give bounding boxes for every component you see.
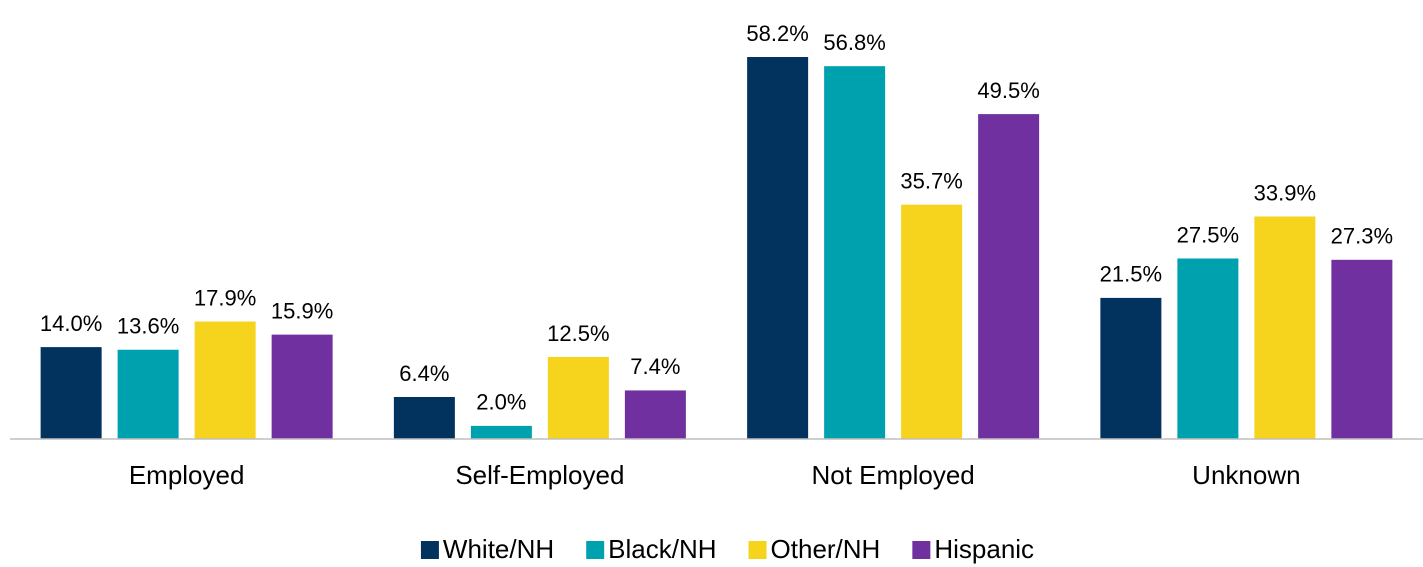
value-label: 6.4%: [399, 361, 449, 386]
legend-label: Other/NH: [771, 534, 881, 564]
value-label: 21.5%: [1100, 262, 1162, 287]
x-tick-label: Self-Employed: [455, 460, 624, 490]
legend-label: Black/NH: [608, 534, 716, 564]
value-label: 27.5%: [1177, 222, 1239, 247]
value-label: 13.6%: [117, 314, 179, 339]
bar: [40, 347, 102, 439]
value-label: 2.0%: [476, 390, 526, 415]
x-tick-label: Unknown: [1192, 460, 1300, 490]
bar: [747, 57, 809, 439]
bar: [978, 114, 1040, 440]
bar: [624, 390, 686, 439]
bar: [271, 334, 333, 439]
legend-swatch: [748, 541, 767, 559]
bar: [1100, 297, 1162, 439]
bar: [194, 321, 256, 439]
value-label: 15.9%: [271, 298, 333, 323]
x-tick-label: Not Employed: [811, 460, 974, 490]
value-label: 17.9%: [194, 285, 256, 310]
value-label: 14.0%: [40, 311, 102, 336]
legend-label: White/NH: [443, 534, 554, 564]
value-label: 33.9%: [1254, 180, 1316, 205]
bar: [1254, 216, 1316, 439]
value-label: 12.5%: [547, 321, 609, 346]
legend-swatch: [586, 541, 605, 559]
bar: [901, 204, 963, 439]
legend-swatch: [912, 541, 931, 559]
value-label: 7.4%: [630, 354, 680, 379]
bar: [117, 349, 179, 439]
value-label: 27.3%: [1331, 224, 1393, 249]
bar: [547, 356, 609, 439]
bar: [393, 396, 455, 439]
value-label: 58.2%: [746, 21, 808, 46]
bar: [1331, 259, 1393, 439]
legend-label: Hispanic: [934, 534, 1034, 564]
bar: [470, 425, 532, 439]
bar: [1177, 258, 1239, 439]
legend-swatch: [420, 541, 439, 559]
value-label: 35.7%: [900, 168, 962, 193]
x-tick-label: Employed: [129, 460, 245, 490]
bar: [824, 66, 886, 440]
value-label: 49.5%: [977, 78, 1039, 103]
value-label: 56.8%: [823, 30, 885, 55]
